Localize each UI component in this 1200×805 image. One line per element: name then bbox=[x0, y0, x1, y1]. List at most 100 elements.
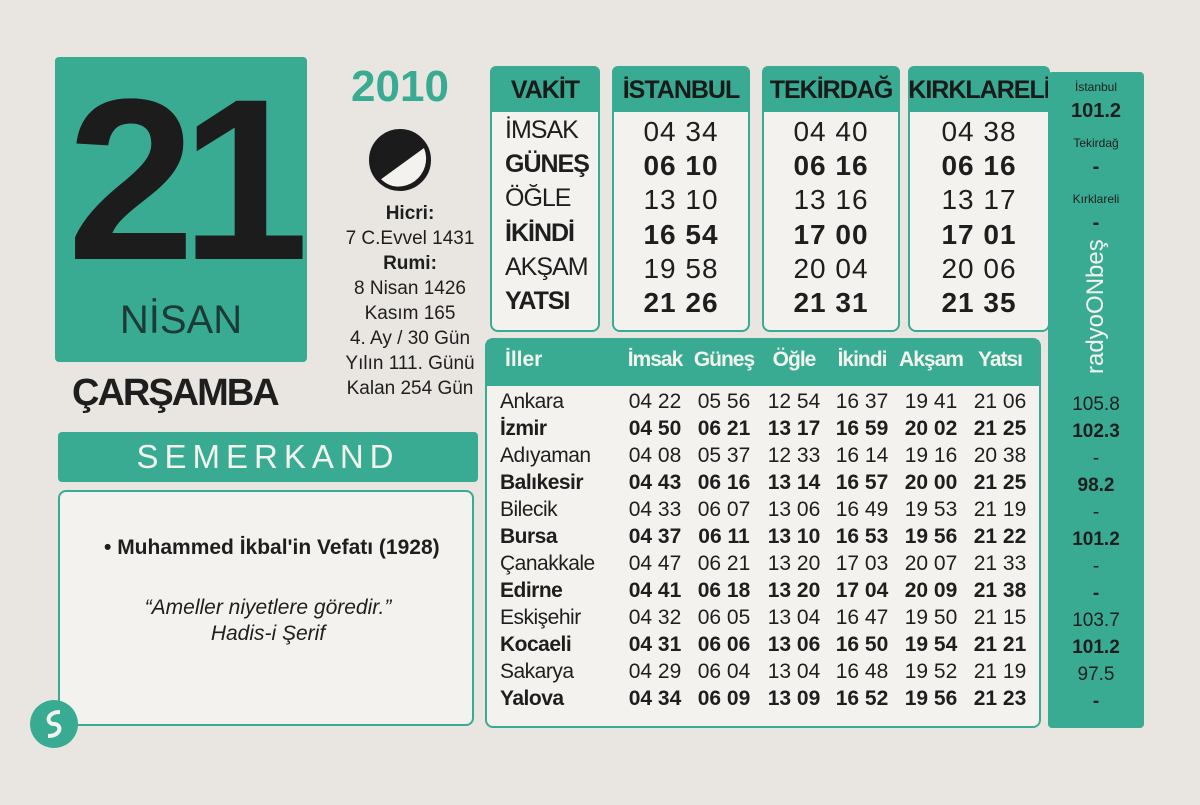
city-name: Adıyaman bbox=[500, 444, 591, 467]
city-name: Sakarya bbox=[500, 660, 574, 683]
cities-table-box bbox=[485, 338, 1041, 728]
city-time: 04 43 bbox=[628, 471, 682, 494]
city-time: 20 00 bbox=[904, 471, 958, 494]
prayer-name: GÜNEŞ bbox=[505, 150, 590, 179]
city-time: 04 08 bbox=[628, 444, 682, 467]
city-time: 13 04 bbox=[767, 606, 821, 629]
city-time: 16 53 bbox=[835, 525, 889, 548]
city-name: Edirne bbox=[500, 579, 563, 602]
prayer-name: YATSI bbox=[505, 287, 570, 315]
city-time: 06 21 bbox=[697, 417, 751, 440]
city-frequency: 101.2 bbox=[1072, 529, 1120, 550]
city-time: 04 50 bbox=[628, 417, 682, 440]
city-time: 16 47 bbox=[835, 606, 889, 629]
column-header: TEKİRDAĞ bbox=[769, 76, 894, 104]
city-time: 06 16 bbox=[697, 471, 751, 494]
prayer-time: 13 16 bbox=[793, 184, 869, 216]
city-name: İzmir bbox=[500, 417, 547, 440]
city-time: 13 06 bbox=[767, 498, 821, 521]
prayer-name: ÖĞLE bbox=[505, 184, 571, 213]
prayer-time: 19 58 bbox=[643, 252, 719, 284]
city-time: 21 38 bbox=[973, 579, 1027, 602]
city-time: 04 22 bbox=[628, 390, 682, 413]
city-time: 21 33 bbox=[973, 552, 1027, 575]
brand: SEMERKAND bbox=[136, 438, 400, 475]
column-header: Öğle bbox=[772, 348, 817, 371]
city-time: 16 52 bbox=[835, 687, 889, 710]
city-time: 20 38 bbox=[973, 444, 1027, 467]
city-time: 04 34 bbox=[628, 687, 682, 710]
city-time: 06 04 bbox=[697, 660, 751, 683]
city-time: 19 53 bbox=[904, 498, 958, 521]
city-time: 04 33 bbox=[628, 498, 682, 521]
city-frequency: 103.7 bbox=[1072, 610, 1120, 631]
station-frequency: - bbox=[1092, 212, 1100, 234]
event: • Muhammed İkbal'in Vefatı (1928) bbox=[104, 536, 440, 559]
city-frequency: 98.2 bbox=[1077, 475, 1115, 496]
city-time: 20 09 bbox=[904, 579, 958, 602]
city-time: 04 29 bbox=[628, 660, 682, 683]
column-header-bg bbox=[612, 66, 750, 112]
column-header: İller bbox=[505, 348, 543, 371]
city-time: 13 06 bbox=[767, 633, 821, 656]
prayer-time: 04 38 bbox=[941, 116, 1017, 147]
city-time: 16 50 bbox=[835, 633, 889, 656]
column-header: Akşam bbox=[899, 348, 964, 371]
quote-source: Hadis-i Şerif bbox=[210, 622, 326, 645]
city-time: 04 32 bbox=[628, 606, 682, 629]
city-frequency: - bbox=[1092, 502, 1100, 523]
city-time: 06 09 bbox=[697, 687, 751, 710]
prayer-time: 21 31 bbox=[793, 287, 869, 318]
prayer-time: 13 17 bbox=[941, 184, 1017, 216]
city-time: 12 33 bbox=[767, 444, 821, 467]
column-header: İmsak bbox=[627, 348, 684, 371]
logo-badge bbox=[30, 700, 78, 748]
station-city: Kırklareli bbox=[1072, 192, 1120, 206]
city-time: 19 41 bbox=[904, 390, 958, 413]
city-name: Kocaeli bbox=[500, 633, 572, 656]
city-time: 21 19 bbox=[973, 660, 1027, 683]
prayer-name: AKŞAM bbox=[505, 252, 589, 281]
moon-phase-icon bbox=[369, 129, 431, 191]
info-heading: Rumi: bbox=[383, 253, 437, 274]
city-time: 13 20 bbox=[767, 579, 821, 602]
column-header: İSTANBUL bbox=[622, 76, 741, 104]
city-time: 17 03 bbox=[835, 552, 889, 575]
city-frequency: - bbox=[1092, 556, 1100, 577]
city-time: 13 04 bbox=[767, 660, 821, 683]
city-time: 21 19 bbox=[973, 498, 1027, 521]
city-time: 04 37 bbox=[628, 525, 682, 548]
city-time: 16 37 bbox=[835, 390, 889, 413]
city-frequency: 97.5 bbox=[1077, 664, 1115, 685]
city-time: 04 31 bbox=[628, 633, 682, 656]
city-time: 16 48 bbox=[835, 660, 889, 683]
event-text: Muhammed İkbal'in Vefatı (1928) bbox=[117, 536, 440, 559]
city-time: 21 21 bbox=[973, 633, 1027, 656]
radio-logo: radyoONbeş bbox=[1082, 239, 1109, 374]
city-frequency: - bbox=[1092, 448, 1100, 469]
month: NİSAN bbox=[119, 298, 243, 342]
quote: “Ameller niyetlere göredir.” bbox=[144, 596, 392, 619]
city-frequency: 101.2 bbox=[1072, 637, 1120, 658]
column-header-bg bbox=[908, 66, 1050, 112]
prayer-time: 16 54 bbox=[643, 218, 719, 250]
city-time: 16 59 bbox=[835, 417, 889, 440]
prayer-time: 04 40 bbox=[793, 116, 869, 147]
year: 2010 bbox=[351, 62, 449, 111]
city-time: 21 25 bbox=[973, 417, 1027, 440]
cities-header-bg bbox=[487, 340, 1039, 386]
city-time: 13 17 bbox=[767, 417, 821, 440]
info-line: Kasım 165 bbox=[364, 303, 456, 324]
city-time: 13 09 bbox=[767, 687, 821, 710]
city-time: 20 02 bbox=[904, 417, 958, 440]
city-name: Bilecik bbox=[500, 498, 558, 521]
station-city: İstanbul bbox=[1074, 80, 1118, 94]
brand-banner: SEMERKAND bbox=[58, 432, 478, 482]
city-time: 12 54 bbox=[767, 390, 821, 413]
city-time: 06 11 bbox=[698, 525, 750, 548]
city-time: 21 06 bbox=[973, 390, 1027, 413]
weekday: ÇARŞAMBA bbox=[72, 372, 280, 414]
city-time: 21 22 bbox=[973, 525, 1027, 548]
column-header: Güneş bbox=[693, 348, 755, 371]
